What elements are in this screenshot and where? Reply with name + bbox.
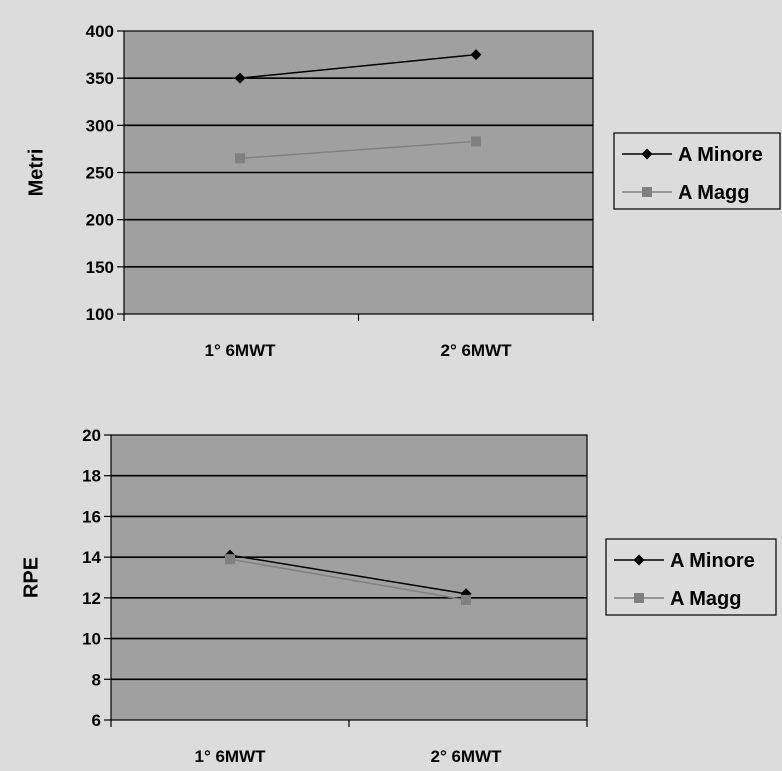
y-tick-label: 18 (82, 467, 101, 486)
y-axis-title: Metri (25, 149, 47, 197)
series-line (239, 140, 477, 160)
series-line (229, 554, 467, 595)
y-tick-label: 250 (86, 164, 114, 183)
y-tick-label: 14 (82, 548, 101, 567)
legend-box (613, 132, 781, 210)
legend-label: A Magg (670, 588, 741, 610)
legend-marker (642, 187, 652, 197)
y-tick-label: 10 (82, 630, 101, 649)
y-tick-label: 300 (86, 116, 114, 135)
series-1 (234, 49, 482, 84)
data-point (234, 72, 246, 84)
y-tick-label: 400 (86, 22, 114, 41)
y-tick-label: 6 (92, 711, 101, 730)
series-line (229, 558, 467, 601)
chart-1: 100 150 200 250 300 350 400 1° 6MWT 2° 6MWT Metri… (25, 22, 781, 360)
series-2 (235, 136, 481, 164)
legend: A Minore A Magg (613, 132, 781, 210)
legend-label: A Minore (678, 144, 763, 166)
data-point (470, 49, 482, 61)
x-tick-label: 1° 6MWT (204, 341, 276, 360)
y-tick-label: 200 (86, 211, 114, 230)
legend-marker (633, 554, 645, 566)
series-line (239, 53, 477, 79)
y-tick-label: 20 (82, 426, 101, 445)
legend-label: A Minore (670, 550, 755, 572)
plot-area (110, 434, 588, 721)
legend: A Minore A Magg (605, 538, 777, 616)
y-tick-label: 150 (86, 258, 114, 277)
y-tick-label: 8 (92, 670, 101, 689)
y-tick-label: 12 (82, 589, 101, 608)
x-tick-label: 1° 6MWT (194, 747, 266, 766)
legend-label: A Magg (678, 182, 749, 204)
legend-marker (641, 148, 653, 160)
data-point (471, 136, 481, 147)
data-point (461, 594, 471, 605)
data-point (225, 554, 235, 565)
y-tick-label: 350 (86, 69, 114, 88)
series-2 (225, 554, 471, 605)
x-tick-label: 2° 6MWT (430, 747, 502, 766)
x-tick-label: 2° 6MWT (440, 341, 512, 360)
y-axis-title: RPE (20, 557, 42, 598)
y-tick-label: 100 (86, 305, 114, 324)
y-tick-label: 16 (82, 507, 101, 526)
legend-marker (634, 593, 644, 603)
data-point (235, 153, 245, 164)
